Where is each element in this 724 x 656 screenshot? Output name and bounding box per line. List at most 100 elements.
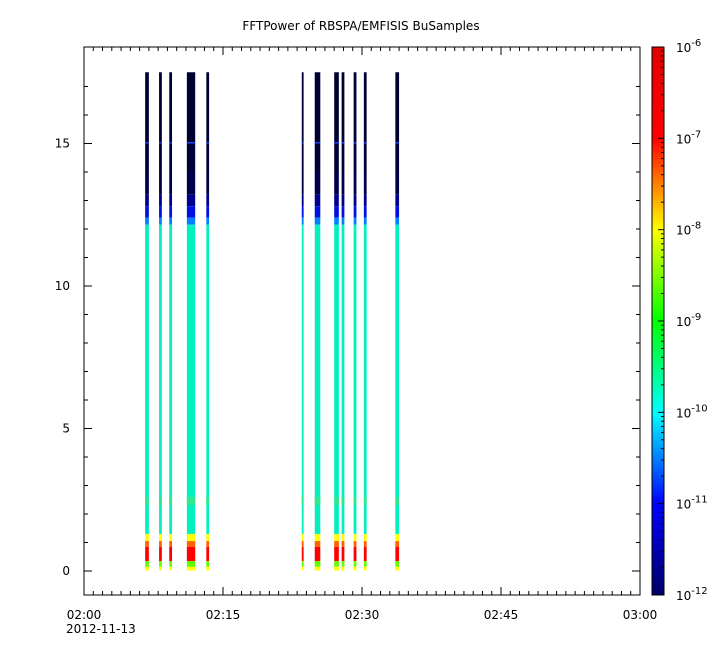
column-band: [159, 533, 162, 542]
column-band: [145, 217, 149, 225]
column-band: [301, 72, 304, 144]
column-line-15: [363, 142, 367, 144]
colorbar-tick-label: 10-7: [676, 129, 701, 146]
y-tick-label: 5: [62, 422, 70, 436]
column-band: [363, 496, 367, 505]
x-date-label: 2012-11-13: [66, 622, 136, 636]
column-line-15: [395, 142, 400, 144]
column-band: [314, 546, 321, 562]
column-band: [169, 224, 173, 534]
column-band: [159, 194, 162, 207]
column-band: [169, 217, 173, 225]
y-axis: 0 5 10 15: [55, 86, 640, 578]
colorbar-tick-label: 10-11: [676, 495, 708, 512]
column-band: [353, 541, 357, 547]
colorbar: 10-12 10-11 10-10 10-9 10-8 10-7 10-6: [651, 38, 708, 603]
column-band: [145, 533, 149, 542]
column-band: [363, 546, 367, 562]
column-band: [353, 194, 357, 207]
column-band: [334, 533, 339, 542]
column-band: [334, 217, 339, 225]
column-band: [159, 546, 162, 562]
column-band: [206, 566, 210, 571]
column-band: [169, 172, 173, 195]
column-band: [169, 546, 173, 562]
column-band: [159, 206, 162, 218]
column-band: [341, 217, 345, 225]
column-band: [301, 533, 304, 542]
column-band: [395, 541, 400, 547]
x-tick-label: 03:00: [623, 608, 658, 622]
column-band: [341, 72, 345, 144]
column-band: [186, 72, 196, 144]
data-column: [145, 72, 149, 571]
column-line-15: [301, 142, 304, 144]
column-band: [145, 496, 149, 505]
column-band: [395, 194, 400, 207]
column-band: [159, 541, 162, 547]
column-band: [301, 566, 304, 571]
column-band: [363, 541, 367, 547]
column-band: [395, 533, 400, 542]
column-band: [353, 172, 357, 195]
column-band: [186, 143, 196, 172]
column-band: [159, 143, 162, 172]
column-band: [314, 217, 321, 225]
column-band: [363, 224, 367, 534]
column-band: [186, 194, 196, 207]
x-tick-label: 02:45: [484, 608, 519, 622]
column-line-15: [341, 142, 345, 144]
column-band: [341, 546, 345, 562]
column-band: [395, 566, 400, 571]
column-band: [363, 72, 367, 144]
column-band: [206, 546, 210, 562]
column-line-15: [186, 142, 196, 144]
data-column: [206, 72, 210, 571]
y-tick-label: 15: [55, 137, 70, 151]
data-column: [186, 72, 196, 571]
column-band: [353, 546, 357, 562]
column-band: [334, 224, 339, 534]
column-band: [395, 546, 400, 562]
column-band: [186, 224, 196, 534]
column-band: [314, 206, 321, 218]
column-band: [159, 561, 162, 567]
data-column: [334, 72, 339, 571]
column-line-15: [169, 142, 173, 144]
column-band: [353, 533, 357, 542]
column-band: [341, 533, 345, 542]
column-band: [145, 206, 149, 218]
colorbar-tick-label: 10-8: [676, 221, 701, 238]
column-band: [206, 143, 210, 172]
column-band: [395, 143, 400, 172]
column-band: [186, 541, 196, 547]
column-band: [341, 143, 345, 172]
colorbar-tick-label: 10-10: [676, 403, 708, 420]
column-band: [186, 172, 196, 195]
column-band: [206, 496, 210, 505]
data-column: [314, 72, 321, 571]
column-band: [159, 224, 162, 534]
column-band: [363, 194, 367, 207]
column-band: [159, 172, 162, 195]
x-tick-label: 02:30: [345, 608, 380, 622]
column-band: [341, 561, 345, 567]
column-band: [206, 194, 210, 207]
column-band: [206, 561, 210, 567]
column-band: [353, 566, 357, 571]
column-band: [206, 172, 210, 195]
column-band: [186, 533, 196, 542]
column-band: [206, 224, 210, 534]
column-band: [301, 546, 304, 562]
column-band: [353, 561, 357, 567]
column-band: [169, 561, 173, 567]
column-band: [334, 561, 339, 567]
column-band: [301, 496, 304, 505]
column-band: [301, 172, 304, 195]
column-band: [159, 496, 162, 505]
column-band: [169, 143, 173, 172]
column-band: [314, 224, 321, 534]
column-band: [353, 217, 357, 225]
y-tick-label: 10: [55, 279, 70, 293]
